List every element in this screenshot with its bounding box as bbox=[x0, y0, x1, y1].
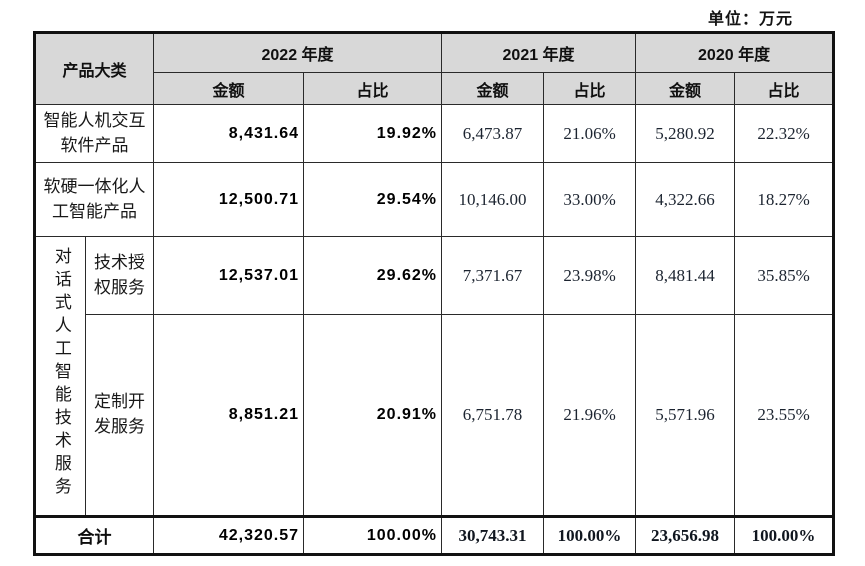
cell-ratio-2021: 33.00% bbox=[543, 162, 637, 237]
header-row-metrics: 金额 占比 金额 占比 金额 占比 bbox=[35, 72, 835, 105]
total-amount-2020: 23,656.98 bbox=[635, 515, 736, 555]
row-sub-label: 定制开发服务 bbox=[84, 314, 155, 517]
total-ratio-2022: 100.00% bbox=[303, 515, 443, 555]
cell-amount-2020: 5,280.92 bbox=[635, 104, 736, 163]
cell-ratio-2022: 29.62% bbox=[303, 236, 443, 315]
cell-amount-2022: 12,537.01 bbox=[153, 236, 305, 315]
cell-amount-2022: 8,851.21 bbox=[153, 314, 305, 517]
header-row-years: 产品大类 2022 年度 2021 年度 2020 年度 bbox=[33, 32, 835, 105]
total-label: 合计 bbox=[33, 515, 155, 555]
header-year-2022: 2022 年度 bbox=[153, 32, 443, 73]
cell-amount-2021: 6,751.78 bbox=[441, 314, 545, 517]
cell-amount-2022: 8,431.64 bbox=[153, 104, 305, 163]
header-year-2021: 2021 年度 bbox=[441, 32, 637, 73]
header-year-2020: 2020 年度 bbox=[635, 32, 835, 73]
cell-amount-2021: 10,146.00 bbox=[441, 162, 545, 237]
cell-amount-2020: 4,322.66 bbox=[635, 162, 736, 237]
cell-ratio-2021: 21.06% bbox=[543, 104, 637, 163]
table-row: 软硬一体化人工智能产品 12,500.71 29.54% 10,146.00 3… bbox=[33, 162, 835, 237]
cell-amount-2021: 7,371.67 bbox=[441, 236, 545, 315]
total-row: 合计 42,320.57 100.00% 30,743.31 100.00% 2… bbox=[33, 515, 835, 555]
cell-ratio-2020: 22.32% bbox=[734, 104, 835, 163]
header-ratio-2022: 占比 bbox=[303, 72, 443, 105]
cell-amount-2020: 8,481.44 bbox=[635, 236, 736, 315]
unit-label: 单位：万元 bbox=[708, 11, 794, 28]
header-amount-2021: 金额 bbox=[441, 72, 545, 105]
header-amount-2022: 金额 bbox=[153, 72, 305, 105]
row-group-label: 对话式人工智能技术服务 bbox=[34, 236, 86, 517]
cell-amount-2021: 6,473.87 bbox=[441, 104, 545, 163]
row-label: 智能人机交互软件产品 bbox=[33, 104, 155, 163]
cell-ratio-2020: 18.27% bbox=[734, 162, 835, 237]
total-ratio-2021: 100.00% bbox=[543, 515, 637, 555]
cell-ratio-2021: 21.96% bbox=[543, 314, 637, 517]
table-row: 定制开发服务 8,851.21 20.91% 6,751.78 21.96% 5… bbox=[35, 314, 835, 517]
table-row: 智能人机交互软件产品 8,431.64 19.92% 6,473.87 21.0… bbox=[33, 104, 835, 163]
revenue-by-product-table: 产品大类 2022 年度 2021 年度 2020 年度 金额 占比 金额 占比… bbox=[33, 31, 836, 556]
cell-ratio-2022: 29.54% bbox=[303, 162, 443, 237]
vertical-group-label: 对话式人工智能技术服务 bbox=[51, 247, 71, 500]
cell-ratio-2020: 35.85% bbox=[734, 236, 835, 315]
cell-ratio-2022: 20.91% bbox=[303, 314, 443, 517]
cell-ratio-2020: 23.55% bbox=[734, 314, 835, 517]
table-row: 对话式人工智能技术服务 技术授权服务 12,537.01 29.62% 7,37… bbox=[34, 236, 835, 517]
row-sub-label: 技术授权服务 bbox=[84, 236, 155, 315]
total-amount-2022: 42,320.57 bbox=[153, 515, 305, 555]
header-amount-2020: 金额 bbox=[635, 72, 736, 105]
total-amount-2021: 30,743.31 bbox=[441, 515, 545, 555]
cell-amount-2020: 5,571.96 bbox=[635, 314, 736, 517]
cell-amount-2022: 12,500.71 bbox=[153, 162, 305, 237]
header-ratio-2020: 占比 bbox=[734, 72, 835, 105]
cell-ratio-2021: 23.98% bbox=[543, 236, 637, 315]
total-ratio-2020: 100.00% bbox=[734, 515, 835, 555]
header-product-category: 产品大类 bbox=[33, 32, 155, 105]
header-ratio-2021: 占比 bbox=[543, 72, 637, 105]
row-label: 软硬一体化人工智能产品 bbox=[33, 162, 155, 237]
cell-ratio-2022: 19.92% bbox=[303, 104, 443, 163]
